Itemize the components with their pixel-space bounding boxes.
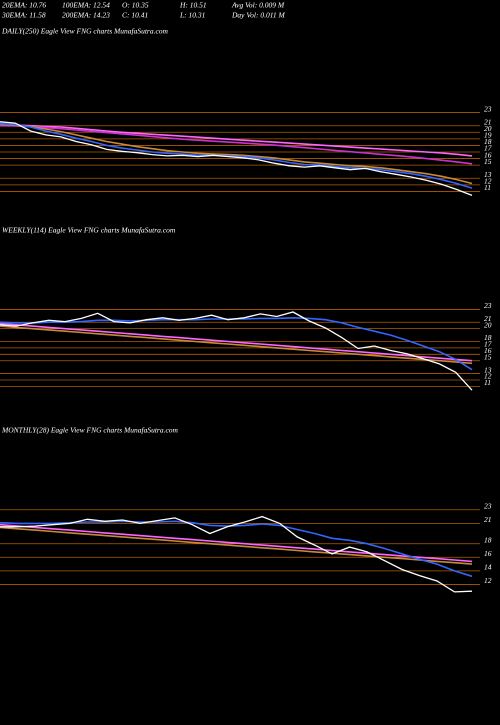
y-tick-label: 23 — [484, 301, 492, 310]
y-tick-label: 15 — [484, 157, 492, 166]
y-tick-label: 21 — [484, 314, 492, 323]
y-tick-label: 17 — [484, 340, 492, 349]
y-tick-label: 23 — [484, 104, 492, 113]
header-stat: C: 10.41 — [122, 11, 148, 20]
y-tick-label: 18 — [484, 137, 492, 146]
y-tick-label: 11 — [484, 378, 491, 387]
header-stat: L: 10.31 — [179, 11, 205, 20]
y-tick-label: 16 — [484, 549, 492, 558]
y-tick-label: 21 — [484, 117, 492, 126]
y-tick-label: 14 — [484, 563, 492, 572]
header-stat: 20EMA: 10.76 — [2, 1, 46, 10]
header-stat: Day Vol: 0.011 M — [231, 11, 286, 20]
price-line — [0, 311, 473, 391]
y-tick-label: 12 — [484, 177, 492, 186]
y-tick-label: 23 — [484, 502, 492, 511]
y-tick-label: 16 — [484, 150, 492, 159]
y-tick-label: 11 — [484, 183, 491, 192]
ema-line — [0, 526, 473, 565]
y-tick-label: 17 — [484, 144, 492, 153]
header-stat: 200EMA: 14.23 — [62, 11, 110, 20]
y-tick-label: 12 — [484, 576, 492, 585]
header-stat: 30EMA: 11.58 — [1, 11, 46, 20]
ema-line — [0, 322, 473, 362]
ema-line — [0, 523, 473, 563]
y-tick-label: 20 — [484, 124, 492, 133]
ema-line — [0, 325, 473, 365]
ema-line — [0, 124, 473, 165]
y-tick-label: 13 — [484, 170, 492, 179]
header-stat: H: 10.51 — [179, 1, 207, 10]
ema-line — [0, 520, 473, 578]
y-tick-label: 16 — [484, 346, 492, 355]
y-tick-label: 12 — [484, 372, 492, 381]
price-line — [0, 121, 473, 197]
ema-line — [0, 123, 473, 185]
header-stat: Avg Vol: 0.009 M — [231, 1, 285, 10]
panel-title: DAILY(250) Eagle View FNG charts MunafaS… — [1, 27, 169, 36]
y-tick-label: 15 — [484, 352, 492, 361]
ema-line — [0, 123, 473, 157]
panel-title: MONTHLY(28) Eagle View FNG charts Munafa… — [1, 426, 179, 435]
y-tick-label: 13 — [484, 365, 492, 374]
panel-title: WEEKLY(114) Eagle View FNG charts Munafa… — [2, 226, 176, 235]
ema-line — [0, 122, 473, 189]
y-tick-label: 20 — [484, 320, 492, 329]
price-line — [0, 515, 473, 593]
y-tick-label: 18 — [484, 535, 492, 544]
y-tick-label: 18 — [484, 333, 492, 342]
y-tick-label: 19 — [484, 131, 492, 140]
header-stat: O: 10.35 — [122, 1, 149, 10]
header-stat: 100EMA: 12.54 — [62, 1, 110, 10]
y-tick-label: 21 — [484, 515, 492, 524]
